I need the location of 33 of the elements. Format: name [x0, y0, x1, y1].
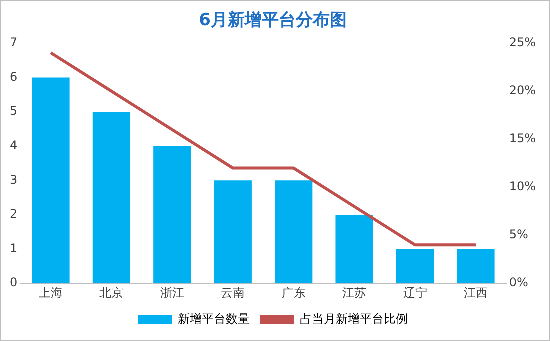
- y-tick-label: 5: [10, 104, 18, 118]
- x-tick-label: 广东: [282, 286, 306, 300]
- x-tick-label: 江苏: [342, 286, 367, 300]
- x-tick-label: 浙江: [160, 286, 184, 300]
- y2-tick-label: 5%: [509, 228, 528, 242]
- bar: [154, 146, 192, 284]
- y-tick-label: 7: [10, 36, 18, 50]
- bar: [92, 112, 131, 284]
- chart-title: 6月新增平台分布图: [199, 10, 347, 31]
- x-tick-label: 上海: [38, 286, 63, 300]
- y2-tick-label: 25%: [509, 36, 536, 50]
- y-tick-label: 6: [10, 70, 18, 84]
- y2-tick-label: 10%: [509, 180, 536, 194]
- bar: [32, 78, 70, 284]
- y2-tick-label: 15%: [509, 132, 536, 146]
- y2-tick-label: 0%: [509, 276, 528, 290]
- x-tick-label: 云南: [221, 286, 246, 300]
- legend-label: 新增平台数量: [178, 312, 250, 326]
- bar: [336, 214, 374, 284]
- y-tick-label: 2: [10, 207, 18, 222]
- y-tick-label: 1: [10, 241, 18, 256]
- bar: [396, 249, 434, 284]
- legend-label: 占当月新增平台比例: [300, 312, 408, 326]
- bar: [214, 180, 252, 284]
- bar: [457, 249, 495, 284]
- bar: [275, 180, 313, 284]
- x-tick-label: 江西: [464, 286, 488, 300]
- y2-tick-label: 20%: [509, 84, 536, 98]
- x-tick-label: 北京: [100, 286, 124, 300]
- y-tick-label: 4: [10, 138, 18, 152]
- y-tick-label: 3: [10, 172, 18, 187]
- x-tick-label: 辽宁: [403, 286, 428, 300]
- y-tick-label: 0: [10, 276, 18, 290]
